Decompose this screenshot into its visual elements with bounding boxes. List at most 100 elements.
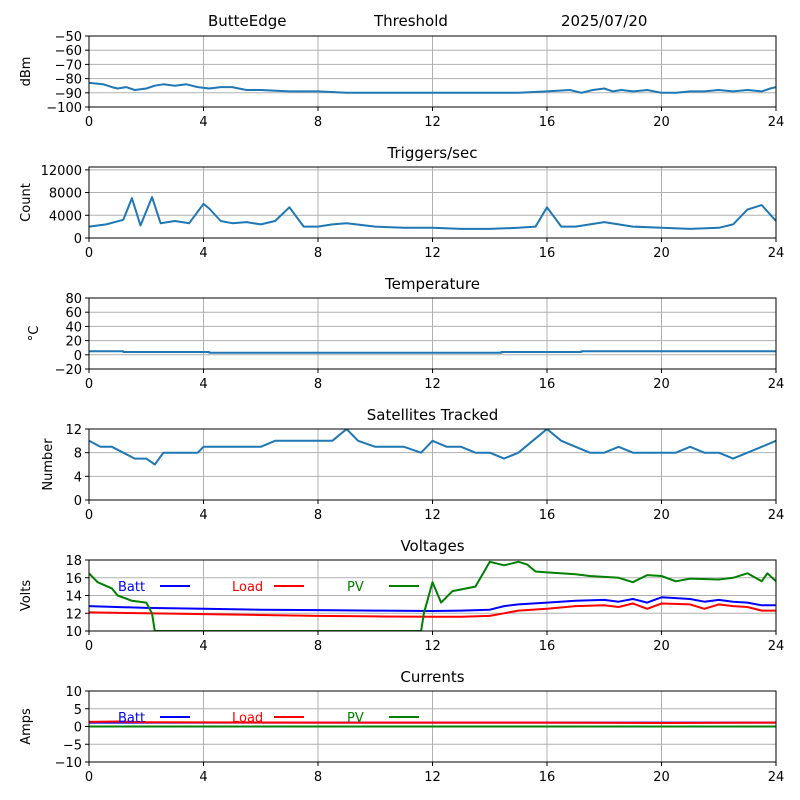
chart-1-y-tick-label: −50	[55, 30, 82, 45]
chart-4-x-tick-label: 8	[314, 508, 322, 523]
chart-1-x-tick-label: 0	[85, 115, 93, 130]
chart-1-x-tick-label: 24	[768, 115, 785, 130]
chart-6-x-tick-label: 4	[199, 770, 207, 785]
chart-4-y-tick-label: 0	[74, 494, 82, 509]
chart-2-y-tick-label: 12000	[41, 164, 82, 179]
chart-5-legend-label: Batt	[118, 580, 145, 595]
chart-3-y-tick-label: 80	[65, 292, 82, 307]
chart-1-x-tick-label: 8	[314, 115, 322, 130]
chart-3-y-tick-label: −20	[55, 363, 82, 378]
chart-4-y-label: Number	[41, 438, 56, 491]
chart-5-series-line-load	[89, 602, 776, 618]
chart-6-y-tick-label: −10	[55, 756, 82, 771]
chart-1-x-tick-label: 4	[199, 115, 207, 130]
chart-5-x-tick-label: 12	[424, 639, 441, 654]
chart-3-title: Temperature	[384, 275, 480, 293]
chart-3-x-tick-label: 4	[199, 377, 207, 392]
chart-4-x-tick-label: 20	[653, 508, 670, 523]
chart-6-x-tick-label: 20	[653, 770, 670, 785]
header-site: ButteEdge	[208, 12, 287, 30]
chart-1-y-label: dBm	[19, 57, 34, 87]
chart-6-x-tick-label: 16	[539, 770, 556, 785]
chart-1-x-tick-label: 12	[424, 115, 441, 130]
chart-6-legend-label: Load	[232, 711, 263, 726]
chart-5-x-tick-label: 0	[85, 639, 93, 654]
chart-2-x-tick-label: 24	[768, 246, 785, 261]
chart-6-y-tick-label: −5	[63, 738, 82, 753]
chart-2-y-label: Count	[19, 183, 34, 222]
chart-4-y-tick-label: 8	[74, 447, 82, 462]
chart-6-x-tick-label: 12	[424, 770, 441, 785]
chart-1-y-tick-label: −90	[55, 87, 82, 102]
chart-1-y-tick-label: −100	[46, 101, 82, 116]
chart-6-y-tick-label: 0	[74, 721, 82, 736]
chart-3-series-line	[89, 350, 776, 354]
chart-5-legend-label: Load	[232, 580, 263, 595]
chart-3-y-tick-label: 0	[74, 349, 82, 364]
chart-2-x-tick-label: 8	[314, 246, 322, 261]
chart-2-x-tick-label: 16	[539, 246, 556, 261]
chart-6-x-tick-label: 0	[85, 770, 93, 785]
chart-3-y-tick-label: 40	[65, 320, 82, 335]
chart-2-y-tick-label: 0	[74, 232, 82, 247]
header-date: 2025/07/20	[561, 12, 647, 30]
chart-2-series-line	[89, 196, 776, 230]
chart-2-x-tick-label: 4	[199, 246, 207, 261]
chart-5-y-label: Volts	[19, 580, 34, 612]
chart-4-x-tick-label: 4	[199, 508, 207, 523]
chart-1-series-line	[89, 81, 776, 94]
chart-5-y-tick-label: 10	[65, 625, 82, 640]
chart-5-title: Voltages	[400, 537, 464, 555]
chart-5-series-line-batt	[89, 596, 776, 612]
chart-3-x-tick-label: 20	[653, 377, 670, 392]
chart-2-x-tick-label: 0	[85, 246, 93, 261]
chart-6-y-tick-label: 10	[65, 685, 82, 700]
chart-1-y-tick-label: −70	[55, 58, 82, 73]
chart-1-x-tick-label: 20	[653, 115, 670, 130]
chart-5-y-tick-label: 12	[65, 607, 82, 622]
chart-3-y-tick-label: 60	[65, 306, 82, 321]
chart-6-series-line-load	[89, 720, 776, 724]
chart-5-y-tick-label: 18	[65, 554, 82, 569]
chart-3-x-tick-label: 12	[424, 377, 441, 392]
chart-2-x-tick-label: 20	[653, 246, 670, 261]
chart-6-y-label: Amps	[19, 708, 34, 745]
chart-2-y-tick-label: 8000	[49, 187, 82, 202]
header-mode: Threshold	[373, 12, 448, 30]
chart-5-legend-label: PV	[347, 580, 364, 595]
chart-5-y-tick-label: 14	[65, 590, 82, 605]
chart-5-y-tick-label: 16	[65, 572, 82, 587]
chart-3-y-tick-label: 20	[65, 335, 82, 350]
chart-1-x-tick-label: 16	[539, 115, 556, 130]
chart-2-y-tick-label: 4000	[49, 209, 82, 224]
chart-1-y-tick-label: −60	[55, 44, 82, 59]
chart-3-x-tick-label: 0	[85, 377, 93, 392]
chart-5-x-tick-label: 4	[199, 639, 207, 654]
chart-5-x-tick-label: 8	[314, 639, 322, 654]
chart-6-x-tick-label: 24	[768, 770, 785, 785]
chart-3-y-label: °C	[27, 326, 42, 342]
chart-4-x-tick-label: 12	[424, 508, 441, 523]
chart-3-x-tick-label: 16	[539, 377, 556, 392]
chart-6-title: Currents	[400, 668, 464, 686]
chart-5-x-tick-label: 16	[539, 639, 556, 654]
chart-1-y-tick-label: −80	[55, 73, 82, 88]
chart-3-x-tick-label: 24	[768, 377, 785, 392]
chart-4-series-line	[89, 429, 776, 466]
chart-6-legend-label: PV	[347, 711, 364, 726]
chart-4-y-tick-label: 4	[74, 470, 82, 485]
chart-2-title: Triggers/sec	[387, 144, 478, 162]
chart-5-series-line-pv	[89, 560, 776, 631]
chart-6-x-tick-label: 8	[314, 770, 322, 785]
chart-4-x-tick-label: 16	[539, 508, 556, 523]
chart-2-x-tick-label: 12	[424, 246, 441, 261]
chart-5-x-tick-label: 20	[653, 639, 670, 654]
chart-4-x-tick-label: 0	[85, 508, 93, 523]
chart-6-y-tick-label: 5	[74, 703, 82, 718]
chart-6-legend-label: Batt	[118, 711, 145, 726]
chart-3-x-tick-label: 8	[314, 377, 322, 392]
chart-4-y-tick-label: 12	[65, 423, 82, 438]
chart-4-x-tick-label: 24	[768, 508, 785, 523]
chart-5-x-tick-label: 24	[768, 639, 785, 654]
